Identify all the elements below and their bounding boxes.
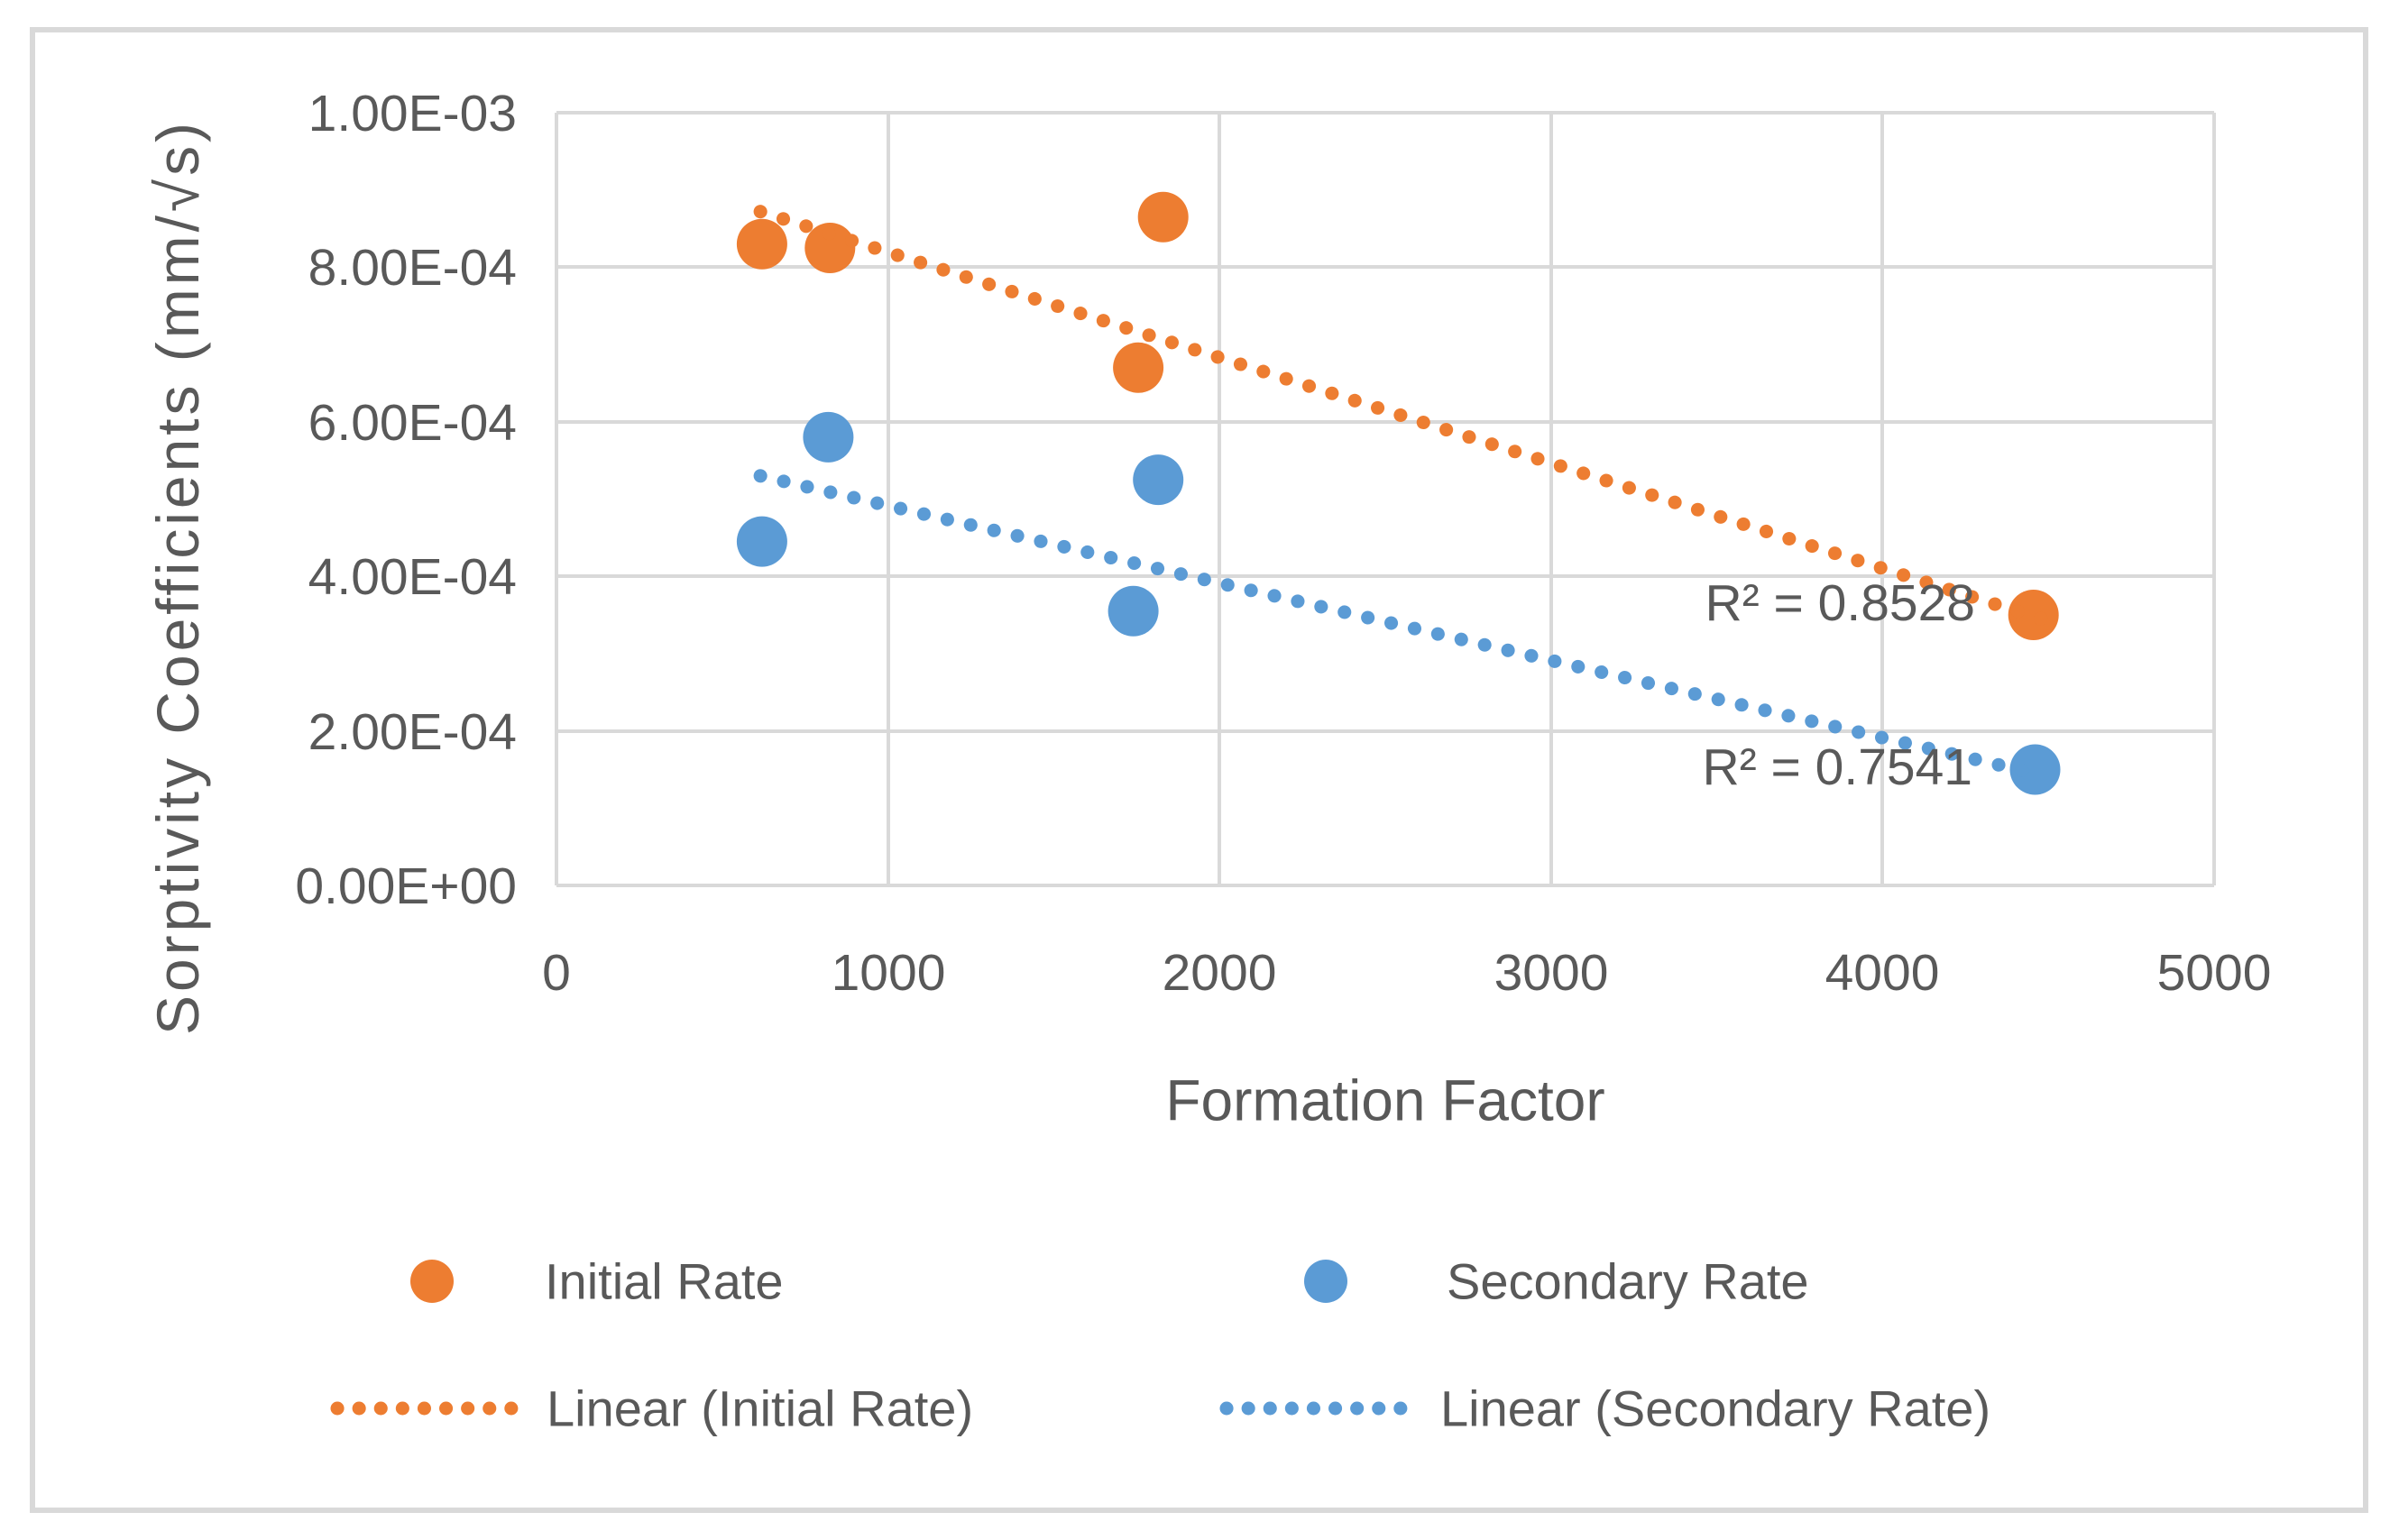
trendline (753, 205, 2055, 628)
data-point (2008, 590, 2059, 640)
r2-label-secondary-rate: R² = 0.7541 (1703, 738, 1972, 796)
data-point (736, 516, 787, 567)
y-axis-title: Sorptivity Coefficients (mm/√s) (144, 119, 211, 1035)
x-tick-label: 2000 (1163, 944, 1277, 1002)
y-tick-label: 0.00E+00 (295, 857, 517, 915)
y-tick-label: 8.00E-04 (308, 239, 517, 297)
x-tick-label: 4000 (1825, 944, 1940, 1002)
x-axis-title: Formation Factor (1165, 1068, 1604, 1132)
y-tick-label: 2.00E-04 (308, 703, 517, 761)
data-point (1137, 191, 1189, 243)
x-tick-label: 0 (542, 944, 571, 1002)
x-axis-tick-labels: 0 1000 2000 3000 4000 5000 (542, 944, 2271, 1002)
legend-marker-secondary-rate-icon (1304, 1260, 1347, 1303)
data-point (803, 411, 854, 463)
legend-label-linear-initial-rate: Linear (Initial Rate) (547, 1380, 973, 1437)
x-tick-label: 1000 (832, 944, 946, 1002)
legend: Initial Rate Secondary Rate Linear (Init… (330, 1253, 1990, 1437)
data-point (1113, 342, 1164, 393)
data-point (1133, 454, 1184, 506)
x-tick-label: 5000 (2157, 944, 2272, 1002)
legend-label-initial-rate: Initial Rate (545, 1253, 784, 1310)
data-point (736, 218, 787, 270)
data-series-layer (736, 191, 2061, 795)
y-tick-label: 6.00E-04 (308, 394, 517, 452)
y-axis-tick-labels: 1.00E-03 8.00E-04 6.00E-04 4.00E-04 2.00… (295, 85, 517, 915)
legend-label-linear-secondary-rate: Linear (Secondary Rate) (1440, 1380, 1990, 1437)
legend-marker-initial-rate-icon (410, 1260, 454, 1303)
y-tick-label: 4.00E-04 (308, 548, 517, 606)
r2-label-initial-rate: R² = 0.8528 (1705, 574, 1975, 632)
data-point (2009, 744, 2061, 795)
data-point (804, 223, 856, 273)
y-tick-label: 1.00E-03 (308, 85, 517, 142)
data-point (1108, 585, 1159, 637)
x-tick-label: 3000 (1494, 944, 1609, 1002)
legend-label-secondary-rate: Secondary Rate (1447, 1253, 1809, 1310)
trendline (753, 469, 2049, 782)
